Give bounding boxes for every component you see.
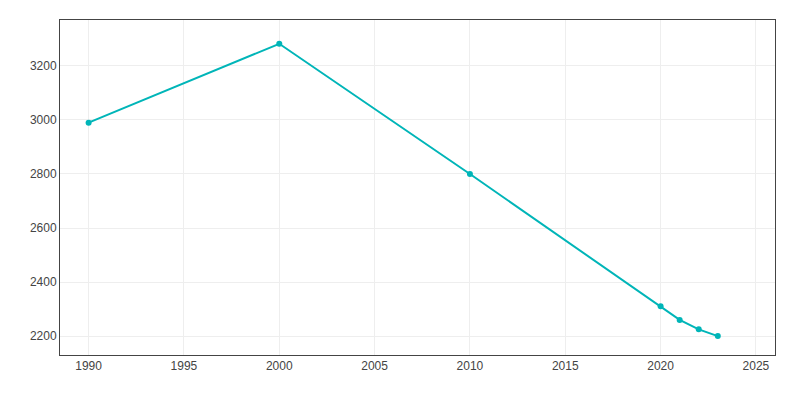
svg-text:2800: 2800 [30, 167, 57, 181]
svg-text:2025: 2025 [743, 359, 770, 373]
svg-text:2010: 2010 [457, 359, 484, 373]
svg-text:2000: 2000 [266, 359, 293, 373]
svg-text:1995: 1995 [171, 359, 198, 373]
svg-text:1990: 1990 [75, 359, 102, 373]
svg-text:2005: 2005 [361, 359, 388, 373]
svg-text:2015: 2015 [552, 359, 579, 373]
svg-text:2400: 2400 [30, 275, 57, 289]
svg-text:2600: 2600 [30, 221, 57, 235]
svg-text:2200: 2200 [30, 329, 57, 343]
svg-text:3200: 3200 [30, 59, 57, 73]
svg-text:3000: 3000 [30, 113, 57, 127]
svg-text:2020: 2020 [647, 359, 674, 373]
